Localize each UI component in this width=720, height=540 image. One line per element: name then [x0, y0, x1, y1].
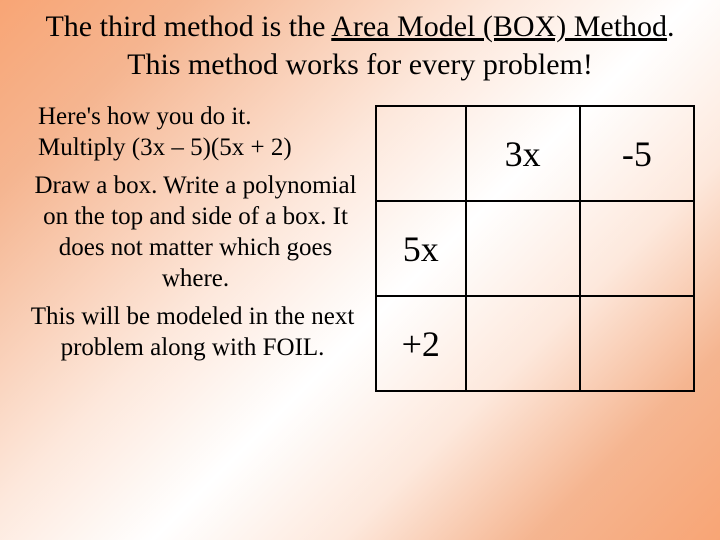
area-model-table: 3x -5 5x +2: [375, 105, 695, 392]
slide-title: The third method is the Area Model (BOX)…: [20, 8, 700, 83]
content-row: Here's how you do it. Multiply (3x – 5)(…: [20, 101, 700, 392]
paragraph-1a: Here's how you do it.: [38, 103, 252, 130]
table-header-row: 3x -5: [376, 106, 694, 201]
cell-inner: [580, 296, 694, 391]
cell-inner: [466, 201, 580, 296]
paragraph-3: This will be modeled in the next problem…: [20, 301, 365, 364]
area-model-box: 3x -5 5x +2: [375, 101, 700, 392]
cell-top-2: -5: [580, 106, 694, 201]
title-underlined: Area Model (BOX) Method: [331, 10, 667, 43]
table-row: 5x: [376, 201, 694, 296]
paragraph-1: Here's how you do it. Multiply (3x – 5)(…: [20, 101, 365, 164]
paragraph-2: Draw a box. Write a polynomial on the to…: [20, 170, 365, 295]
cell-top-1: 3x: [466, 106, 580, 201]
cell-blank: [376, 106, 466, 201]
cell-inner: [580, 201, 694, 296]
cell-side-2: +2: [376, 296, 466, 391]
table-row: +2: [376, 296, 694, 391]
cell-inner: [466, 296, 580, 391]
title-pre: The third method is the: [45, 10, 331, 43]
left-text: Here's how you do it. Multiply (3x – 5)(…: [20, 101, 365, 392]
cell-side-1: 5x: [376, 201, 466, 296]
slide: The third method is the Area Model (BOX)…: [0, 0, 720, 540]
paragraph-1b: Multiply (3x – 5)(5x + 2): [38, 134, 292, 161]
